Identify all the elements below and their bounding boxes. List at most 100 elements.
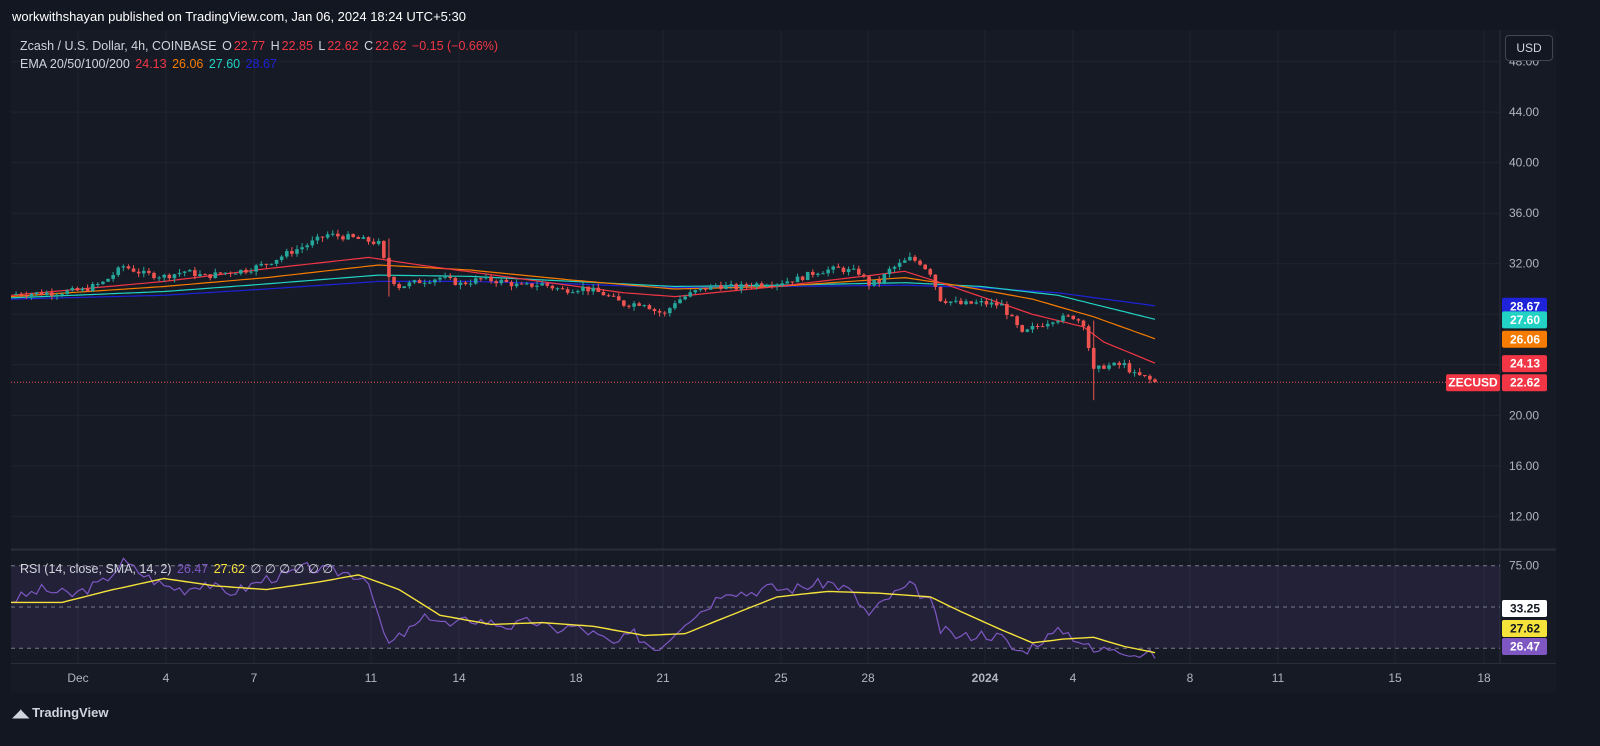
candle-body xyxy=(330,233,335,235)
candle-body xyxy=(320,236,325,238)
candle-body xyxy=(1132,372,1137,374)
candle-body xyxy=(749,286,754,288)
candle-body xyxy=(734,284,739,290)
candle-body xyxy=(1040,326,1045,328)
candle-body xyxy=(882,274,887,283)
candle-body xyxy=(759,283,764,287)
candle-body xyxy=(581,286,585,291)
time-tick-label: 7 xyxy=(251,671,258,685)
candle-body xyxy=(141,270,146,274)
ema-label[interactable]: EMA 20/50/100/200 xyxy=(20,57,130,71)
candle-body xyxy=(366,237,371,242)
candle-body xyxy=(479,278,483,280)
candle-body xyxy=(412,280,417,283)
low-value: 22.62 xyxy=(327,39,359,53)
candle-body xyxy=(959,300,963,305)
candle-body xyxy=(673,303,677,309)
tradingview-logo[interactable]: ◢◣ TradingView xyxy=(12,705,108,720)
candle-body xyxy=(361,237,366,239)
candle-body xyxy=(131,268,136,272)
candle-body xyxy=(402,286,407,289)
candle-body xyxy=(70,288,75,291)
candle-body xyxy=(611,295,616,297)
candle-body xyxy=(295,249,299,254)
rsi-legend: RSI (14, close, SMA, 14, 2) 26.47 27.62 … xyxy=(20,561,335,576)
candle-body xyxy=(310,240,315,246)
candle-body xyxy=(448,276,453,278)
high-label: H xyxy=(270,39,280,53)
candle-body xyxy=(1035,325,1040,327)
candle-body xyxy=(923,264,927,270)
candle-body xyxy=(514,283,519,287)
candle-body xyxy=(841,267,846,273)
time-tick-label: 11 xyxy=(1272,671,1285,685)
candle-body xyxy=(499,279,504,284)
candle-body xyxy=(862,274,866,277)
candle-body xyxy=(565,289,570,293)
symbol-title[interactable]: Zcash / U.S. Dollar, 4h, COINBASE xyxy=(20,39,217,53)
time-tick-label: 2024 xyxy=(972,671,999,685)
price-tick-label: 20.00 xyxy=(1509,408,1539,422)
candle-body xyxy=(805,271,810,281)
tradingview-logo-icon: ◢◣ xyxy=(12,706,29,720)
candle-body xyxy=(688,292,693,297)
price-badge xyxy=(1502,374,1547,392)
candle-body xyxy=(1142,375,1147,377)
candle-body xyxy=(831,266,836,270)
candle-body xyxy=(504,279,509,282)
close-label: C xyxy=(364,39,374,53)
candle-body xyxy=(775,284,779,287)
candle-body xyxy=(371,241,376,244)
candle-body xyxy=(540,283,544,286)
candle-body xyxy=(29,293,34,297)
candle-body xyxy=(744,284,749,287)
price-tick-label: 44.00 xyxy=(1509,105,1539,119)
time-tick-label: 28 xyxy=(861,671,875,685)
candle-body xyxy=(392,276,396,285)
candle-body xyxy=(550,285,555,289)
currency-button[interactable]: USD xyxy=(1505,35,1553,61)
time-tick-label: 11 xyxy=(365,671,378,685)
candle-body xyxy=(284,251,289,257)
candle-body xyxy=(693,290,698,293)
candle-body xyxy=(1137,372,1142,376)
candle-body xyxy=(228,272,233,274)
candle-body xyxy=(494,281,498,284)
candle-body xyxy=(938,286,943,302)
candle-body xyxy=(989,302,994,305)
rsi-badge-value: 27.62 xyxy=(1510,622,1540,636)
ema100-line xyxy=(10,274,1156,320)
candle-body xyxy=(570,292,575,294)
candle-body xyxy=(269,263,274,265)
price-tick-label: 16.00 xyxy=(1509,459,1539,473)
candle-body xyxy=(34,292,39,294)
candle-body xyxy=(596,287,601,293)
time-tick-label: 8 xyxy=(1187,671,1194,685)
candle-body xyxy=(356,237,361,239)
candle-body xyxy=(19,293,24,296)
candle-body xyxy=(964,301,968,305)
candle-body xyxy=(39,292,44,295)
candle-body xyxy=(341,236,345,240)
candle-body xyxy=(254,265,258,272)
candle-body xyxy=(1097,365,1101,369)
candle-body xyxy=(509,281,514,287)
time-tick-label: 18 xyxy=(1477,671,1491,685)
candle-body xyxy=(1020,325,1025,332)
candle-body xyxy=(821,273,825,275)
candle-body xyxy=(872,279,876,286)
candle-body xyxy=(652,309,657,312)
candle-body xyxy=(489,276,493,282)
rsi-label[interactable]: RSI (14, close, SMA, 14, 2) xyxy=(20,562,172,576)
candle-body xyxy=(177,272,182,275)
candle-body xyxy=(1127,363,1132,373)
time-tick-label: 21 xyxy=(656,671,670,685)
candle-body xyxy=(800,276,805,281)
candle-body xyxy=(264,263,269,265)
rsi-badge-value: 33.25 xyxy=(1510,602,1540,616)
candle-body xyxy=(259,263,264,266)
candle-body xyxy=(928,269,933,275)
candle-body xyxy=(417,280,422,284)
symbol-badge-label: ZECUSD xyxy=(1448,376,1498,390)
